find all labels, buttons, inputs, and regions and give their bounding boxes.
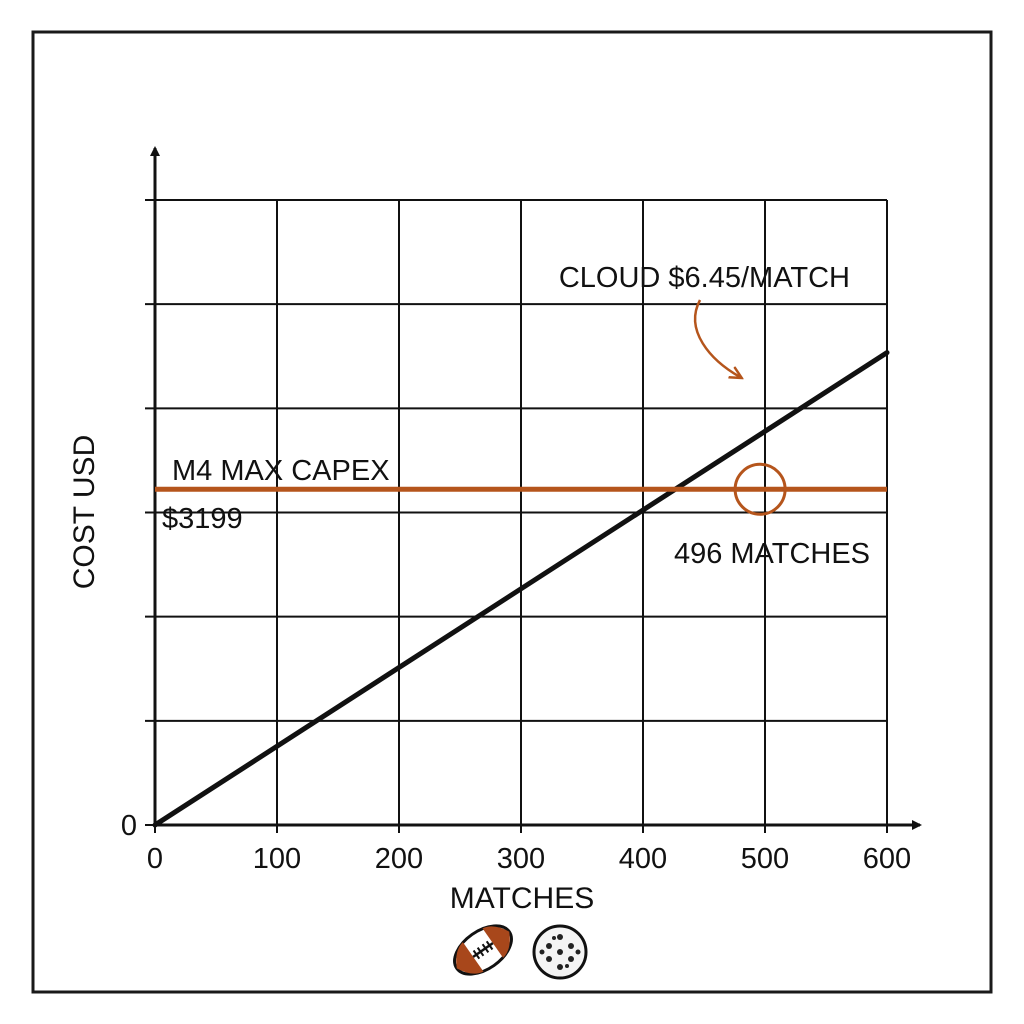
cloud-annotation: CLOUD $6.45/MATCH <box>559 262 850 294</box>
tick-labels: 0 100 200 300 400 500 600 0 <box>121 810 911 875</box>
x-tick-label: 0 <box>147 843 163 875</box>
y-axis-label: COST USD <box>68 435 101 589</box>
x-tick-label: 100 <box>253 843 301 875</box>
breakeven-annotation: 496 MATCHES <box>674 538 870 570</box>
series <box>152 350 890 828</box>
pickleball-icon <box>532 924 588 980</box>
cloud-cost-line <box>152 350 890 828</box>
x-axis-label: MATCHES <box>450 882 594 915</box>
x-tick-label: 300 <box>497 843 545 875</box>
american-football-icon <box>453 924 513 976</box>
x-tick-label: 600 <box>863 843 911 875</box>
x-tick-label: 500 <box>741 843 789 875</box>
capex-annotation-value: $3199 <box>162 503 243 535</box>
x-tick-label: 400 <box>619 843 667 875</box>
x-tick-label: 200 <box>375 843 423 875</box>
capex-annotation-title: M4 MAX CAPEX <box>172 455 390 487</box>
cloud-annotation-arrow <box>693 299 740 377</box>
breakeven-marker <box>733 462 787 516</box>
y-tick-label: 0 <box>121 810 137 842</box>
grid <box>155 199 888 825</box>
